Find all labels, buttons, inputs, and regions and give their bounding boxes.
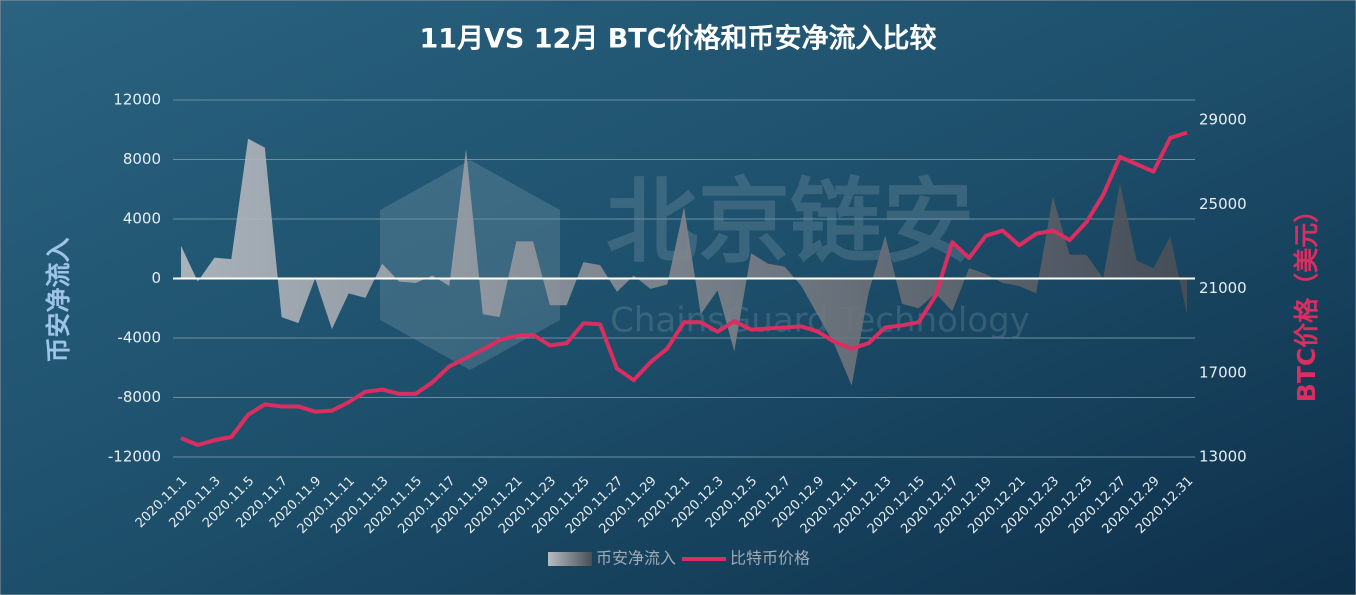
y-axis-title: 币安净流入: [44, 237, 73, 362]
y-tick-label: 0: [151, 269, 161, 287]
legend-label: 比特币价格: [730, 549, 810, 568]
legend-label: 币安净流入: [596, 549, 676, 568]
y2-tick-label: 21000: [1199, 279, 1247, 297]
y-tick-label: 12000: [113, 91, 161, 109]
y2-axis-title: BTC价格（美元）: [1292, 198, 1321, 402]
watermark: 北京链安: [606, 168, 974, 275]
y2-tick-label: 25000: [1199, 195, 1247, 213]
line: [180, 130, 1188, 447]
y-tick-label: 4000: [123, 210, 161, 228]
y-tick-label: -12000: [108, 448, 161, 466]
y2-tick-label: 13000: [1199, 448, 1247, 466]
y2-tick-label: 17000: [1199, 363, 1247, 381]
area: [181, 138, 1187, 386]
legend-swatch: [548, 552, 592, 566]
y2-tick-label: 29000: [1199, 111, 1247, 129]
y-tick-label: 8000: [123, 150, 161, 168]
chart-title: 11月VS 12月 BTC价格和币安净流入比较: [419, 23, 936, 55]
y-tick-label: -4000: [117, 329, 161, 347]
y-tick-label: -8000: [117, 388, 161, 406]
